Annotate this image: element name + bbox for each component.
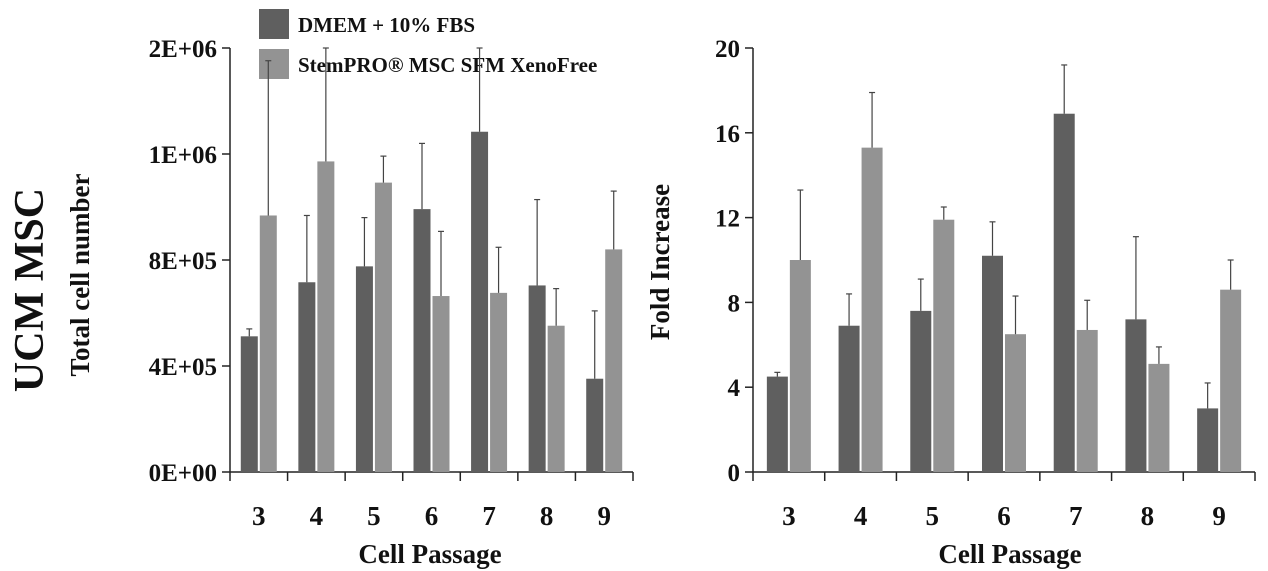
bar-dmem-right — [838, 325, 860, 472]
bar-dmem-left — [413, 209, 431, 472]
legend-swatch-dmem — [259, 9, 289, 39]
bar-stempro-right — [933, 219, 955, 472]
bar-dmem-right — [1053, 113, 1075, 472]
bar-stempro-right — [1220, 289, 1242, 472]
legend-label-stempro: StemPRO® MSC SFM XenoFree — [298, 53, 597, 77]
y-tick-label-right: 4 — [728, 375, 741, 402]
y-axis-label-total-cell-number: Total cell number — [65, 173, 95, 376]
bar-stempro-left — [317, 161, 335, 473]
x-tick-label-left: 6 — [425, 501, 439, 531]
bar-stempro-left — [605, 249, 623, 472]
x-tick-label-left: 5 — [367, 501, 381, 531]
x-tick-label-left: 9 — [597, 501, 611, 531]
bar-stempro-left — [547, 325, 565, 472]
x-tick-label-left: 3 — [252, 501, 266, 531]
bar-stempro-right — [1148, 363, 1170, 472]
y-tick-label-left: 4E+05 — [149, 354, 217, 381]
x-tick-label-right: 8 — [1141, 501, 1155, 531]
x-axis-label-right: Cell Passage — [938, 539, 1081, 569]
y-tick-label-right: 0 — [728, 460, 741, 487]
bar-dmem-left — [471, 131, 489, 473]
bar-dmem-left — [528, 285, 546, 472]
bar-dmem-left — [586, 378, 604, 472]
chart-fold-increase: Fold Increase Cell Passage 0 4 8 12 16 20 3 4 5 6… — [645, 36, 1256, 569]
bar-stempro-left — [374, 182, 392, 472]
bar-dmem-left — [355, 266, 373, 472]
y-tick-label-left: 0E+00 — [149, 460, 217, 487]
bar-dmem-right — [1197, 408, 1219, 472]
bar-stempro-right — [1005, 334, 1026, 472]
y-axis-label-fold-increase: Fold Increase — [645, 184, 675, 340]
x-axis-label-left: Cell Passage — [358, 539, 501, 569]
bar-dmem-left — [298, 282, 316, 472]
y-tick-label-right: 16 — [715, 121, 740, 148]
x-tick-label-right: 4 — [854, 501, 868, 531]
x-tick-label-right: 6 — [997, 501, 1011, 531]
bar-stempro-left — [490, 292, 508, 472]
x-tick-label-left: 7 — [482, 501, 496, 531]
bar-stempro-right — [789, 260, 811, 472]
side-label: UCM MSC — [7, 188, 53, 392]
x-tick-label-right: 5 — [926, 501, 940, 531]
bar-stempro-right — [1076, 329, 1098, 472]
bar-stempro-left — [432, 296, 450, 472]
legend-label-dmem: DMEM + 10% FBS — [298, 13, 475, 37]
bar-dmem-right — [910, 310, 932, 472]
y-tick-label-left: 1E+06 — [149, 142, 217, 169]
y-tick-label-right: 20 — [715, 36, 740, 63]
bar-dmem-right — [766, 376, 788, 472]
legend: DMEM + 10% FBS StemPRO® MSC SFM XenoFree — [259, 9, 597, 79]
x-tick-label-right: 9 — [1212, 501, 1226, 531]
chart-total-cell-number: Total cell number Cell Passage 0E+00 4E+0… — [65, 36, 634, 569]
x-tick-label-right: 3 — [782, 501, 796, 531]
y-tick-label-right: 12 — [715, 206, 740, 233]
bar-dmem-left — [240, 336, 258, 472]
bar-dmem-right — [1125, 319, 1147, 472]
x-tick-label-left: 4 — [310, 501, 324, 531]
y-tick-label-right: 8 — [728, 290, 741, 317]
bar-stempro-left — [259, 215, 277, 473]
bar-dmem-right — [982, 255, 1003, 472]
bar-stempro-right — [861, 147, 883, 472]
y-tick-label-left: 8E+05 — [149, 248, 217, 275]
x-tick-label-left: 8 — [540, 501, 554, 531]
x-tick-label-right: 7 — [1069, 501, 1083, 531]
legend-swatch-stempro — [259, 49, 289, 79]
y-tick-label-left: 2E+06 — [149, 36, 217, 63]
